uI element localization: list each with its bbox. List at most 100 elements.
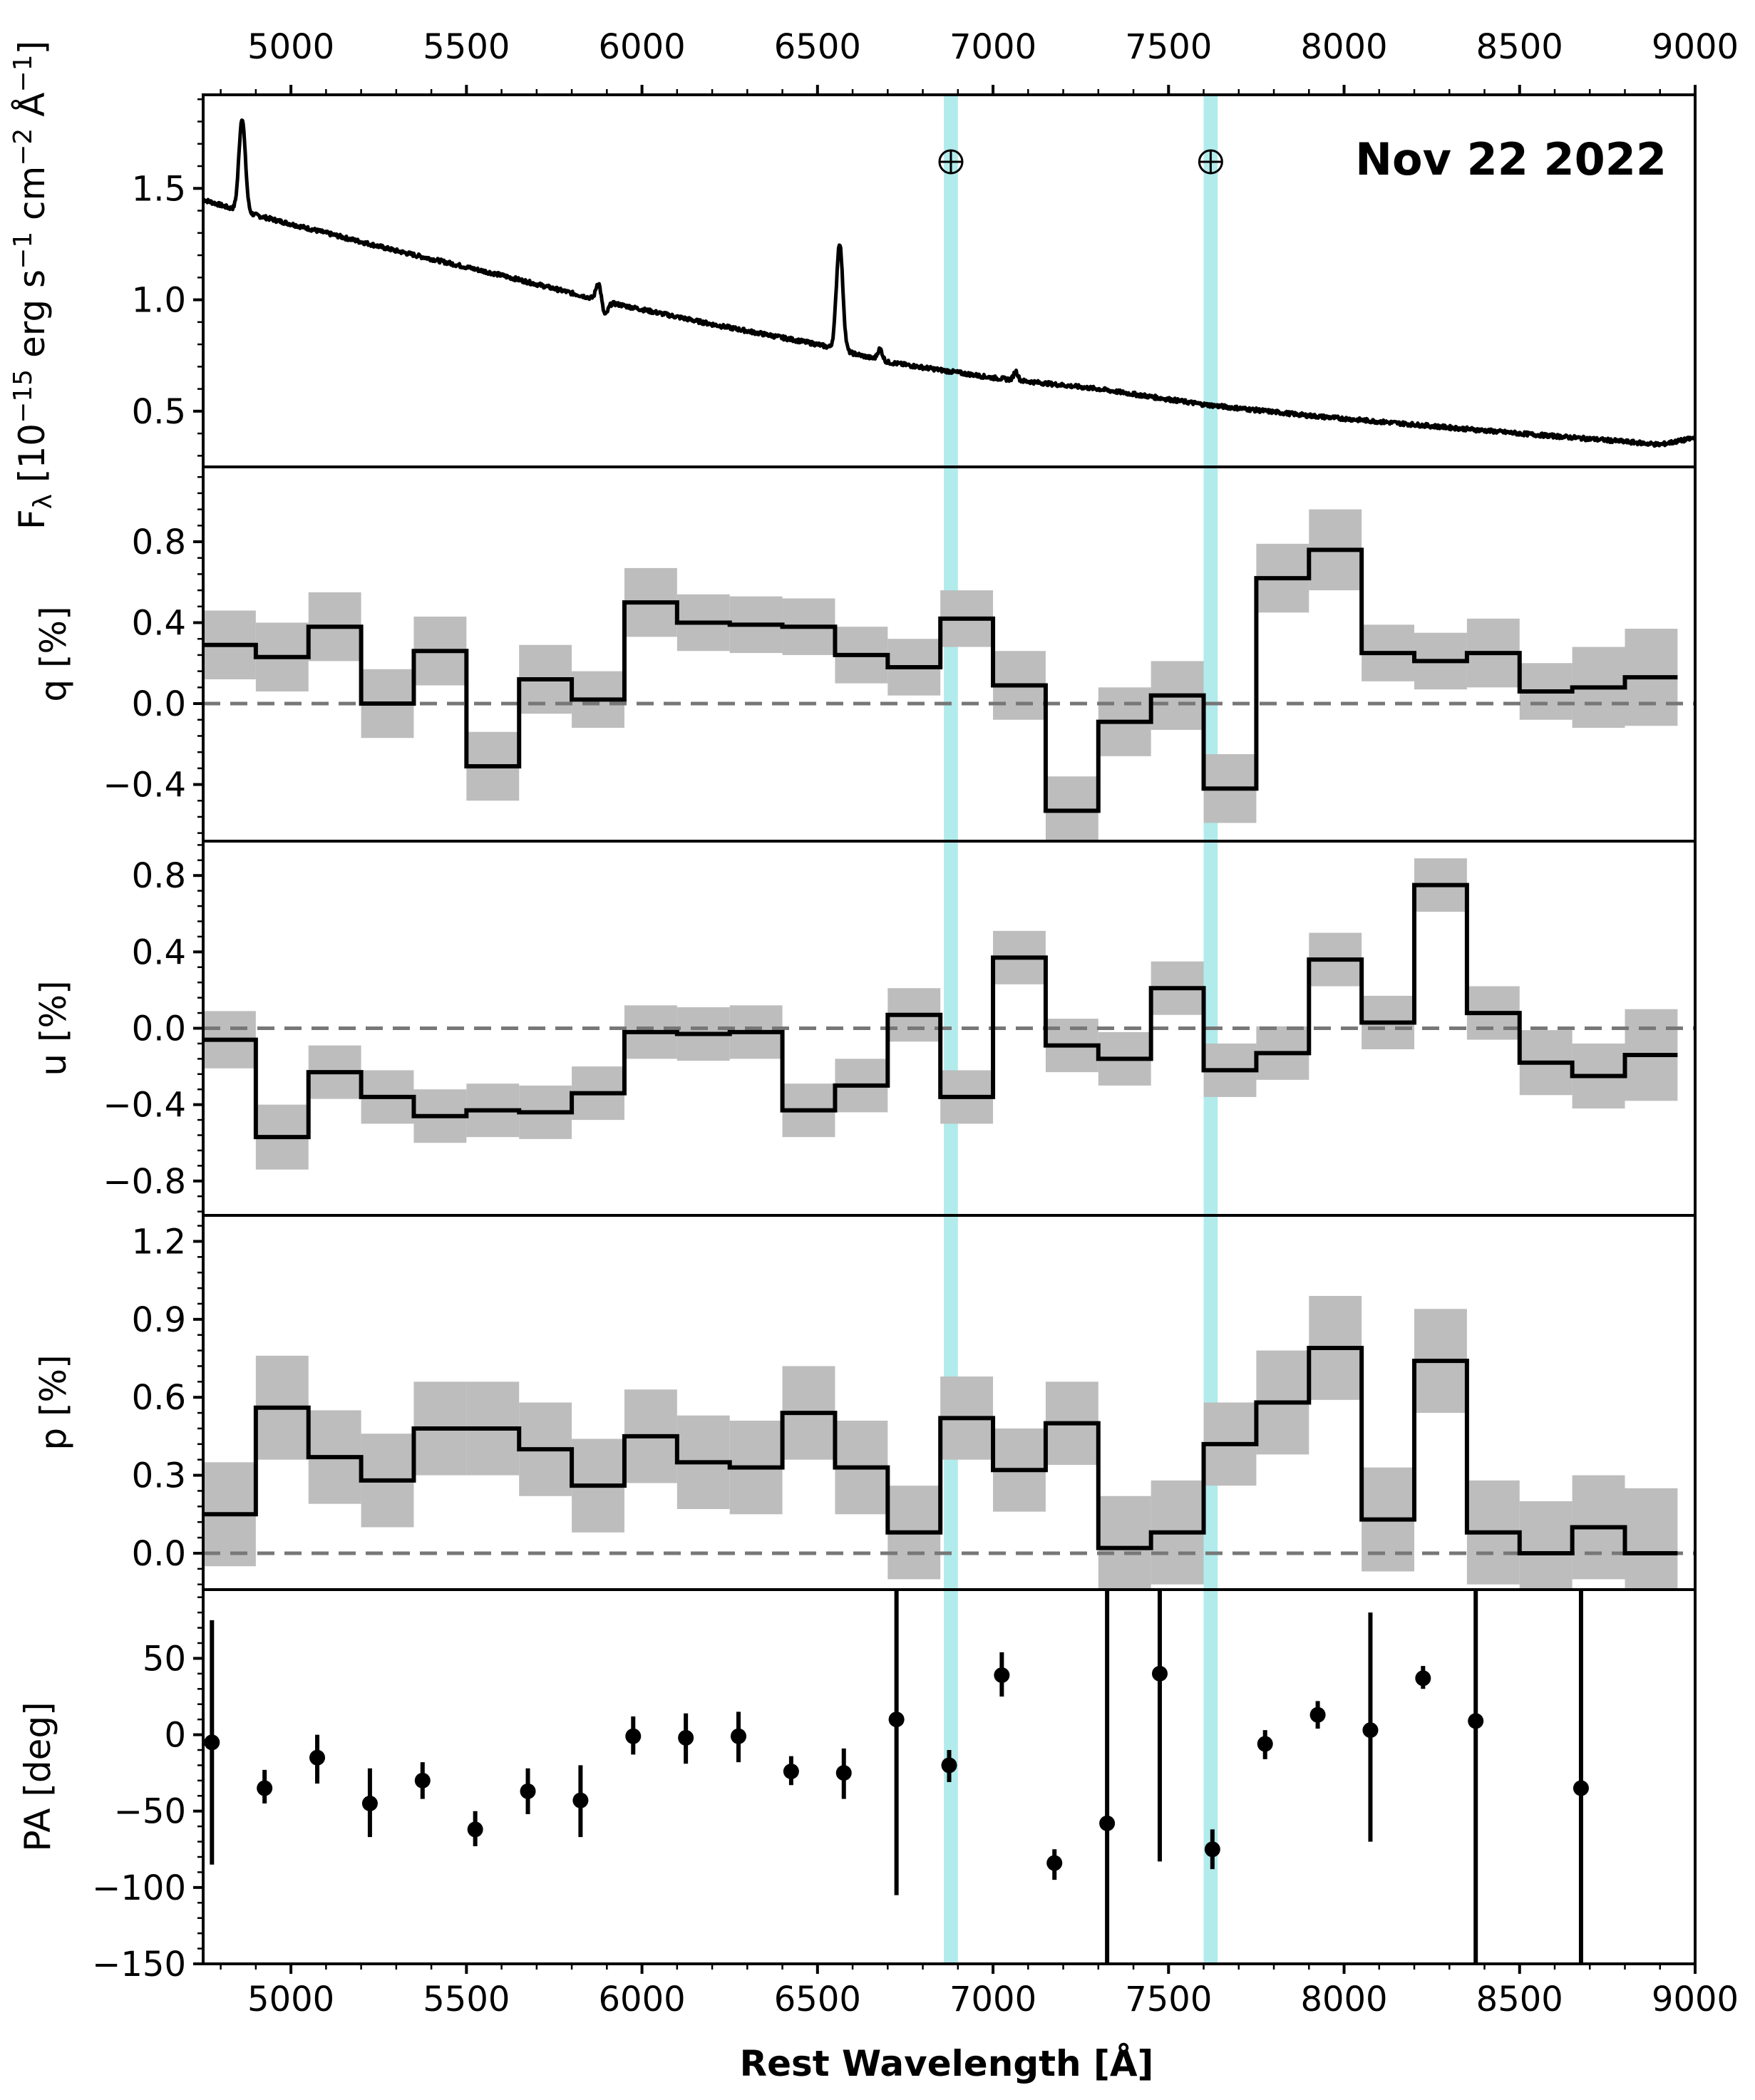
top-xtick-label: 8000 bbox=[1300, 27, 1387, 67]
pa-point bbox=[1415, 1670, 1431, 1687]
flux-ytick-label: 1.0 bbox=[132, 281, 186, 321]
p-error-box bbox=[1098, 1496, 1151, 1590]
p-ytick-label: 1.2 bbox=[132, 1222, 186, 1262]
pa-point bbox=[309, 1749, 326, 1766]
bottom-xtick-label: 5000 bbox=[247, 1980, 334, 2019]
pa-point bbox=[1257, 1736, 1273, 1752]
flux-ylabel-part: −1 bbox=[9, 232, 38, 269]
flux-ylabel-part: ] bbox=[11, 41, 53, 55]
flux-ylabel-part: −1 bbox=[9, 54, 38, 92]
bottom-xtick-label: 7500 bbox=[1125, 1980, 1212, 2019]
bottom-xtick-label: 7000 bbox=[949, 1980, 1036, 2019]
axes-layer: 0.5 1.0 1.5 −0.4 0.0 0.4 0.8 −0.8 −0.4 0.0 0.4 0.8 0… bbox=[9, 27, 1739, 2019]
u-series bbox=[203, 858, 1695, 1170]
u-ytick-label: −0.4 bbox=[103, 1086, 186, 1126]
flux-ylabel-part: F bbox=[11, 509, 53, 530]
pa-ytick-label: 50 bbox=[143, 1639, 186, 1679]
panels-layer bbox=[203, 118, 1695, 1964]
p-step-line bbox=[203, 1345, 1678, 1555]
date-annotation: Nov 22 2022 bbox=[1355, 133, 1667, 185]
u-ytick-label: −0.8 bbox=[103, 1162, 186, 1202]
flux-spectrum-line bbox=[203, 118, 1695, 448]
q-ytick-label: 0.8 bbox=[132, 523, 186, 562]
flux-ylabel-part: −2 bbox=[9, 128, 38, 166]
top-xtick-label: 5000 bbox=[247, 27, 334, 67]
flux-ylabel: Fλ [10−15 erg s−1 cm−2 Å−1] bbox=[9, 41, 58, 530]
pa-point bbox=[1309, 1707, 1326, 1723]
p-ytick-label: 0.0 bbox=[132, 1534, 186, 1574]
pa-point bbox=[572, 1792, 589, 1808]
p-series bbox=[203, 1296, 1695, 1590]
bottom-xtick-label: 6500 bbox=[774, 1980, 861, 2019]
flux-ylabel-part: erg s bbox=[11, 269, 53, 369]
pa-point bbox=[414, 1772, 431, 1788]
labels-layer: Nov 22 2022 Rest Wavelength [Å] bbox=[740, 133, 1667, 2084]
p-error-box bbox=[1625, 1488, 1678, 1590]
q-ytick-label: −0.4 bbox=[103, 766, 186, 805]
top-xtick-label: 9000 bbox=[1652, 27, 1739, 67]
pa-point bbox=[625, 1728, 642, 1744]
pa-point bbox=[1573, 1780, 1589, 1796]
u-ytick-label: 0.4 bbox=[132, 932, 186, 972]
bottom-xtick-label: 8000 bbox=[1300, 1980, 1387, 2019]
q-ytick-label: 0.0 bbox=[132, 684, 186, 724]
flux-ylabel-part: λ bbox=[29, 494, 58, 509]
top-xtick-label: 7500 bbox=[1125, 27, 1212, 67]
pa-point bbox=[1151, 1665, 1168, 1682]
top-xtick-label: 6000 bbox=[599, 27, 686, 67]
top-xtick-label: 7000 bbox=[949, 27, 1036, 67]
pa-point bbox=[1046, 1855, 1063, 1871]
pa-ytick-label: −150 bbox=[92, 1945, 186, 1985]
q-ylabel: q [%] bbox=[33, 606, 74, 701]
q-ytick-label: 0.4 bbox=[132, 604, 186, 644]
flux-ylabel-part: Å bbox=[11, 93, 53, 128]
x-axis-title: Rest Wavelength [Å] bbox=[740, 2042, 1154, 2084]
flux-ytick-label: 0.5 bbox=[132, 392, 186, 432]
u-ylabel: u [%] bbox=[33, 980, 74, 1076]
pa-point bbox=[467, 1821, 483, 1838]
u-ytick-label: 0.0 bbox=[132, 1009, 186, 1049]
pa-point bbox=[1204, 1841, 1220, 1858]
pa-point bbox=[520, 1783, 536, 1799]
flux-ylabel-part: −15 bbox=[9, 369, 38, 423]
p-ylabel: p [%] bbox=[33, 1354, 74, 1450]
pa-point bbox=[1099, 1815, 1116, 1831]
u-ytick-label: 0.8 bbox=[132, 856, 186, 896]
pa-point bbox=[994, 1667, 1010, 1683]
pa-point bbox=[835, 1765, 852, 1781]
pa-point bbox=[941, 1757, 957, 1774]
top-xtick-label: 5500 bbox=[423, 27, 510, 67]
pa-point bbox=[1362, 1722, 1379, 1739]
frames-layer bbox=[202, 93, 1697, 1965]
pa-point bbox=[678, 1729, 694, 1746]
pa-ylabel: PA [deg] bbox=[17, 1702, 58, 1851]
pa-point bbox=[361, 1796, 378, 1811]
p-ytick-label: 0.6 bbox=[132, 1378, 186, 1418]
flux-ylabel-part: [10 bbox=[11, 423, 53, 494]
bottom-xtick-label: 8500 bbox=[1476, 1980, 1563, 2019]
pa-point bbox=[1468, 1713, 1484, 1729]
pa-ytick-label: −100 bbox=[92, 1868, 186, 1908]
q-series bbox=[203, 509, 1695, 841]
pa-series bbox=[204, 1590, 1589, 1964]
pa-ytick-label: 0 bbox=[164, 1716, 186, 1756]
pa-point bbox=[783, 1764, 799, 1779]
top-xtick-label: 6500 bbox=[774, 27, 861, 67]
flux-ytick-label: 1.5 bbox=[132, 169, 186, 209]
pa-panel-frame bbox=[202, 1588, 1697, 1965]
bottom-xtick-label: 5500 bbox=[423, 1980, 510, 2019]
u-step-line bbox=[203, 882, 1678, 1140]
top-xtick-label: 8500 bbox=[1476, 27, 1563, 67]
q-step-line bbox=[203, 547, 1678, 813]
p-ytick-label: 0.9 bbox=[132, 1300, 186, 1340]
p-error-box bbox=[1519, 1501, 1573, 1590]
flux-ylabel-part: cm bbox=[11, 166, 53, 232]
bottom-xtick-label: 9000 bbox=[1652, 1980, 1739, 2019]
pa-point bbox=[204, 1734, 220, 1751]
bottom-xtick-label: 6000 bbox=[599, 1980, 686, 2019]
pa-point bbox=[257, 1780, 273, 1796]
pa-point bbox=[731, 1728, 747, 1744]
pa-point bbox=[888, 1712, 905, 1728]
pa-ytick-label: −50 bbox=[114, 1792, 186, 1832]
